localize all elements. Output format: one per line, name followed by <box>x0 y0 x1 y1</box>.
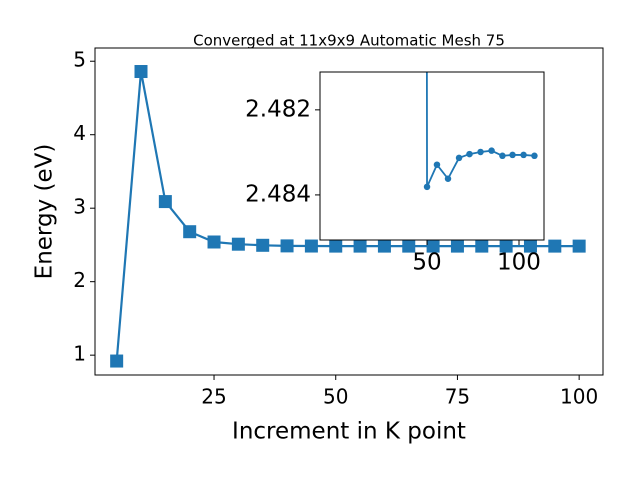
y-tick-label: 3 <box>73 195 86 219</box>
marker <box>531 152 538 160</box>
x-tick-label: 100 <box>560 385 598 409</box>
marker <box>231 237 245 251</box>
y-tick-label: 1 <box>73 342 86 366</box>
plot-area <box>110 65 586 368</box>
marker <box>450 239 464 253</box>
marker <box>499 152 506 160</box>
marker <box>134 65 148 79</box>
x-tick-label: 50 <box>323 385 348 409</box>
frame <box>319 71 545 241</box>
chart-title: Converged at 11x9x9 Automatic Mesh 75 <box>193 32 505 50</box>
y-tick-label: 5 <box>73 48 86 72</box>
marker <box>402 239 416 253</box>
marker <box>183 225 197 239</box>
marker <box>110 354 124 368</box>
marker <box>488 147 495 154</box>
marker <box>548 239 562 253</box>
marker <box>304 239 318 253</box>
marker <box>572 239 586 253</box>
marker <box>455 154 463 162</box>
y-tick-label: 4 <box>73 121 86 145</box>
marker <box>433 161 441 168</box>
x-tick-label: 25 <box>201 385 226 409</box>
marker <box>477 148 484 156</box>
y-tick-label: 2.484 <box>245 181 311 207</box>
marker <box>444 175 452 183</box>
marker <box>520 151 527 159</box>
marker <box>509 151 516 159</box>
y-tick-label: 2.482 <box>245 96 311 122</box>
y-tick-label: 2 <box>73 268 86 292</box>
x-tick-label: 50 <box>412 250 441 276</box>
marker <box>466 150 473 158</box>
plot-area <box>423 72 538 191</box>
marker <box>523 239 537 253</box>
marker <box>499 239 513 253</box>
frame <box>94 47 604 376</box>
marker <box>329 239 343 253</box>
marker <box>158 195 172 209</box>
x-tick-label: 100 <box>497 250 541 276</box>
marker <box>475 239 489 253</box>
marker <box>256 238 270 252</box>
marker <box>353 239 367 253</box>
x-tick-label: 75 <box>445 385 470 409</box>
y-axis-label: Energy (eV) <box>32 144 58 280</box>
marker <box>280 239 294 253</box>
marker <box>423 183 431 191</box>
marker <box>426 239 440 253</box>
marker <box>207 235 221 249</box>
marker <box>377 239 391 253</box>
x-axis-label: Increment in K point <box>232 419 466 445</box>
